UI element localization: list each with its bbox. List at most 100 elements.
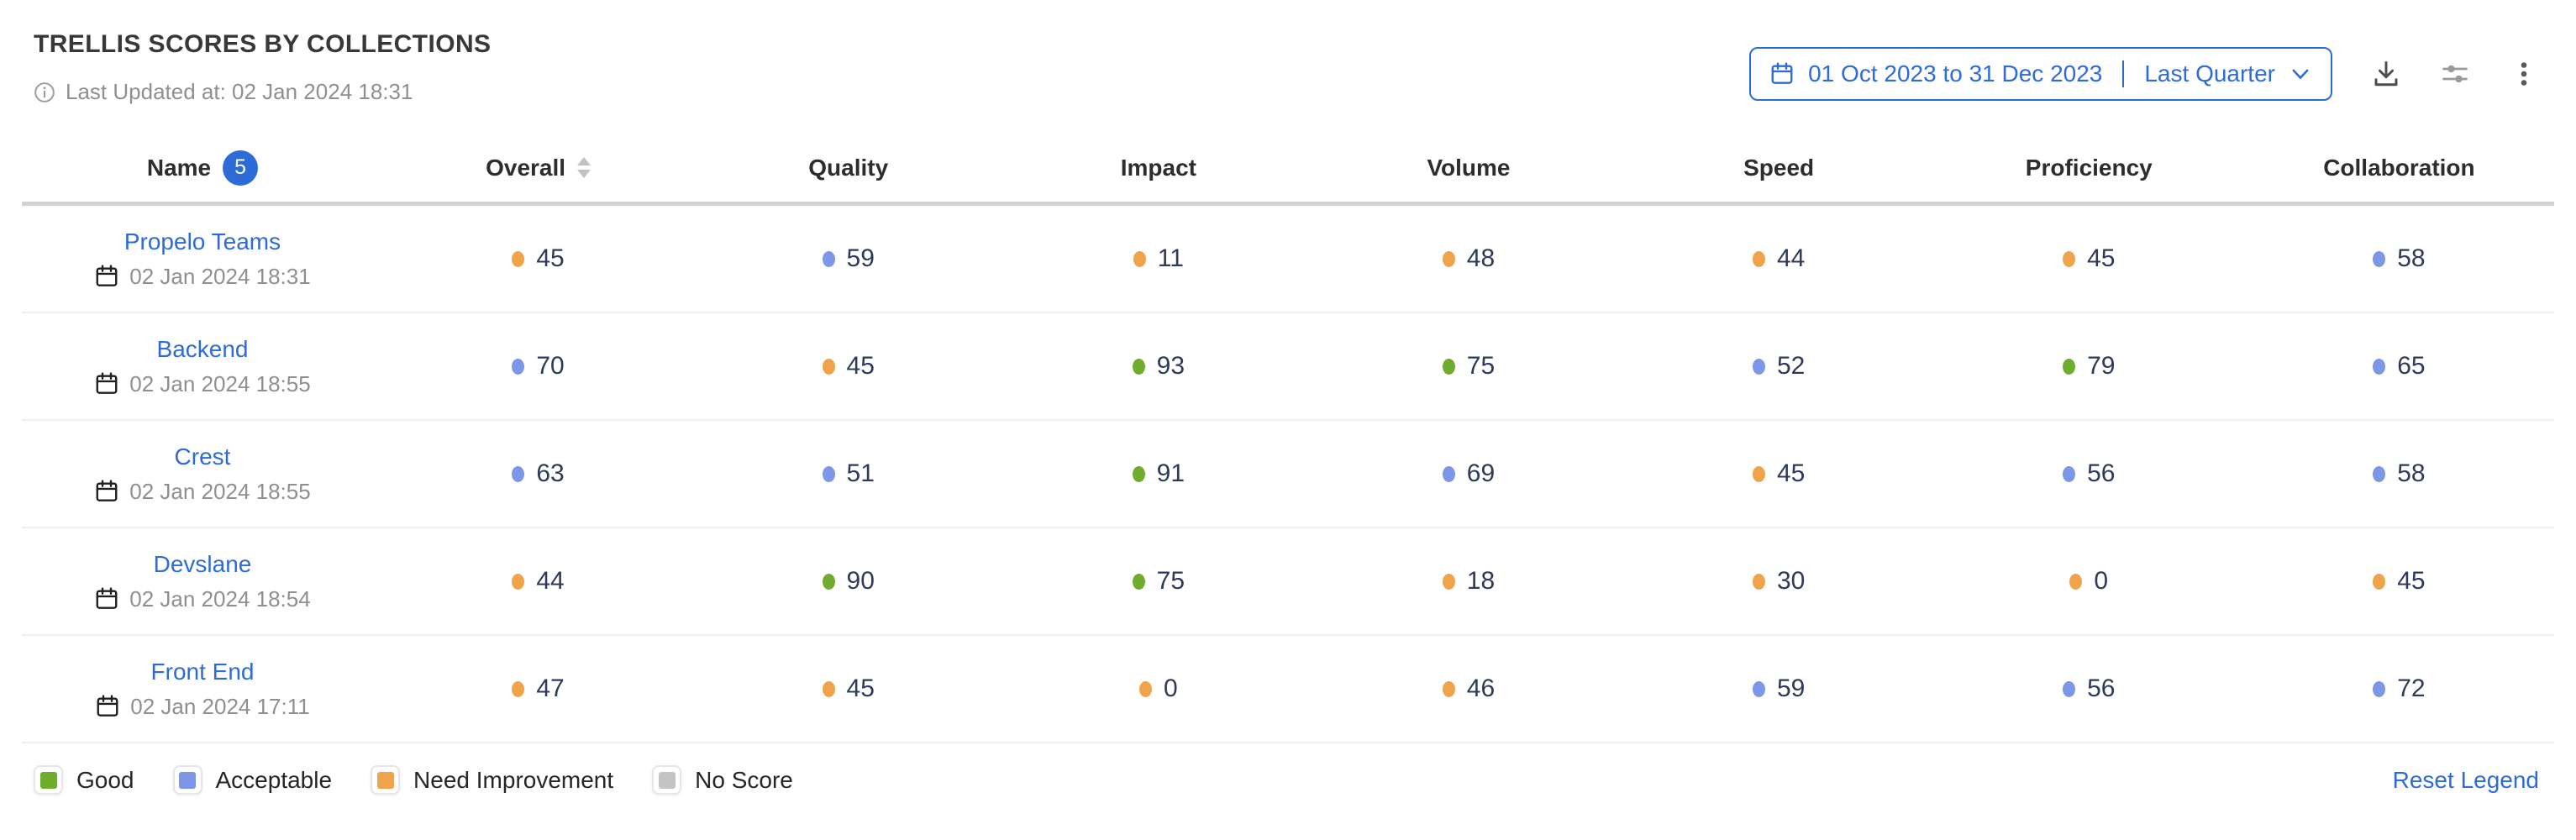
date-preset-label: Last Quarter xyxy=(2144,60,2275,87)
legend-checkbox xyxy=(172,765,202,795)
score-dot xyxy=(1132,465,1145,482)
date-range-picker[interactable]: 01 Oct 2023 to 31 Dec 2023 Last Quarter xyxy=(1749,47,2332,101)
score-dot xyxy=(822,250,835,267)
count-badge: 5 xyxy=(223,150,259,186)
table-row: Crest 02 Jan 2024 18:55 63 51 91 69 45 5… xyxy=(22,421,2554,528)
more-options-button[interactable] xyxy=(2509,59,2539,89)
collection-link[interactable]: Propelo Teams xyxy=(124,228,281,255)
collection-link[interactable]: Devslane xyxy=(153,550,252,577)
score-cell-volume: 69 xyxy=(1313,459,1623,488)
sort-icon xyxy=(577,157,591,178)
score-cell-impact: 11 xyxy=(1003,244,1313,273)
score-dot xyxy=(1752,358,1765,375)
score-cell-overall: 63 xyxy=(383,459,693,488)
reset-legend-link[interactable]: Reset Legend xyxy=(2392,766,2539,793)
score-dot xyxy=(2373,465,2386,482)
score-cell-overall: 44 xyxy=(383,567,693,596)
column-header-impact: Impact xyxy=(1120,154,1196,181)
row-name-cell: Backend 02 Jan 2024 18:55 xyxy=(22,336,383,397)
score-dot xyxy=(2063,358,2076,375)
legend-swatch xyxy=(39,771,57,789)
collection-link[interactable]: Backend xyxy=(156,335,249,362)
collection-link[interactable]: Crest xyxy=(174,443,231,470)
legend-checkbox xyxy=(371,765,401,795)
score-value: 91 xyxy=(1156,459,1185,487)
column-header-overall[interactable]: Overall xyxy=(383,155,693,181)
score-dot xyxy=(2373,680,2386,697)
row-timestamp: 02 Jan 2024 18:31 xyxy=(94,264,311,290)
score-value: 63 xyxy=(536,459,565,487)
score-dot xyxy=(1442,680,1455,697)
score-cell-volume: 75 xyxy=(1313,352,1623,381)
score-dot xyxy=(512,465,525,482)
score-dot xyxy=(2063,250,2076,267)
row-name-cell: Front End 02 Jan 2024 17:11 xyxy=(22,659,383,720)
score-cell-collaboration: 72 xyxy=(2244,675,2554,703)
widget-controls: 01 Oct 2023 to 31 Dec 2023 Last Quarter xyxy=(1749,47,2539,101)
calendar-icon xyxy=(94,264,119,289)
score-dot xyxy=(1752,573,1765,590)
score-dot xyxy=(2063,465,2076,482)
timestamp-text: 02 Jan 2024 18:55 xyxy=(129,478,311,504)
score-dot xyxy=(2069,573,2083,590)
caret-up-icon xyxy=(577,157,591,165)
score-dot xyxy=(512,680,525,697)
legend-label: Good xyxy=(76,766,134,793)
score-cell-proficiency: 56 xyxy=(1934,675,2244,703)
row-timestamp: 02 Jan 2024 18:54 xyxy=(94,585,311,612)
score-dot xyxy=(2373,250,2386,267)
legend-item-acceptable[interactable]: Acceptable xyxy=(172,765,332,795)
score-dot xyxy=(1752,680,1765,697)
score-value: 72 xyxy=(2397,675,2426,702)
score-dot xyxy=(822,465,835,482)
calendar-icon xyxy=(94,479,119,504)
score-cell-impact: 75 xyxy=(1003,567,1313,596)
score-value: 58 xyxy=(2397,459,2426,487)
score-value: 46 xyxy=(1466,675,1496,702)
score-cell-proficiency: 45 xyxy=(1934,244,2244,273)
score-cell-collaboration: 58 xyxy=(2244,459,2554,488)
score-value: 18 xyxy=(1466,567,1496,595)
score-value: 0 xyxy=(2094,567,2109,595)
score-dot xyxy=(1132,573,1145,590)
score-cell-proficiency: 79 xyxy=(1934,352,2244,381)
legend-item-no-score[interactable]: No Score xyxy=(652,765,793,795)
row-timestamp: 02 Jan 2024 18:55 xyxy=(94,478,311,505)
score-dot xyxy=(2373,358,2386,375)
score-cell-impact: 93 xyxy=(1003,352,1313,381)
score-value: 75 xyxy=(1466,352,1496,380)
last-updated-text: Last Updated at: 02 Jan 2024 18:31 xyxy=(66,79,413,104)
score-dot xyxy=(1752,465,1765,482)
column-header-volume: Volume xyxy=(1427,154,1511,181)
score-cell-quality: 45 xyxy=(693,675,1003,703)
score-dot xyxy=(2373,573,2386,590)
score-value: 56 xyxy=(2087,459,2116,487)
score-cell-speed: 44 xyxy=(1624,244,1934,273)
widget-header: TRELLIS SCORES BY COLLECTIONS Last Updat… xyxy=(0,0,2576,105)
calendar-icon xyxy=(1769,61,1795,87)
score-cell-collaboration: 58 xyxy=(2244,244,2554,273)
settings-button[interactable] xyxy=(2440,59,2470,89)
date-divider xyxy=(2122,60,2125,87)
score-cell-proficiency: 56 xyxy=(1934,459,2244,488)
score-value: 45 xyxy=(536,244,565,272)
score-dot xyxy=(1132,358,1145,375)
legend-swatch xyxy=(376,771,394,789)
score-value: 45 xyxy=(1776,459,1806,487)
calendar-icon xyxy=(94,586,119,612)
collection-link[interactable]: Front End xyxy=(150,658,255,685)
legend-item-need-improvement[interactable]: Need Improvement xyxy=(371,765,613,795)
score-dot xyxy=(1442,465,1455,482)
score-value: 70 xyxy=(536,352,565,380)
score-cell-collaboration: 45 xyxy=(2244,567,2554,596)
download-button[interactable] xyxy=(2371,59,2401,89)
score-value: 59 xyxy=(1776,675,1806,702)
score-cell-volume: 46 xyxy=(1313,675,1623,703)
score-cell-overall: 47 xyxy=(383,675,693,703)
legend-item-good[interactable]: Good xyxy=(34,765,134,795)
score-value: 90 xyxy=(846,567,875,595)
info-icon xyxy=(34,81,55,103)
score-value: 44 xyxy=(536,567,565,595)
score-cell-quality: 51 xyxy=(693,459,1003,488)
timestamp-text: 02 Jan 2024 18:54 xyxy=(129,585,311,612)
